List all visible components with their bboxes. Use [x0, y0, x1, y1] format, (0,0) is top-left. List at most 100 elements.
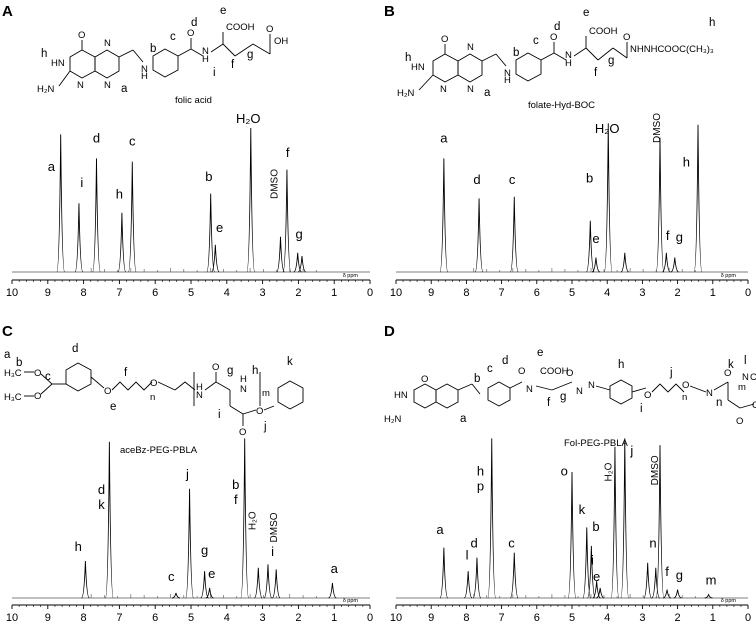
svg-text:d: d [502, 355, 508, 367]
spectrum-peak [74, 203, 84, 273]
peak-label: f [234, 492, 238, 507]
svg-text:N: N [526, 384, 533, 395]
x-tick-label: 10 [390, 287, 402, 299]
spectrum-peak [585, 220, 595, 273]
peak-label: b [592, 519, 599, 534]
svg-text:b: b [513, 47, 519, 59]
spectrum-peak [596, 587, 605, 599]
spectrum-peak [620, 252, 629, 273]
compound-name-d: Fol-PEG-PBLA [564, 438, 629, 449]
peak-label: h [683, 154, 690, 169]
svg-text:COOH: COOH [226, 22, 255, 33]
x-axis-unit: δ ppm [721, 598, 737, 604]
peak-label: h [477, 463, 484, 478]
spectrum-peak [670, 257, 679, 273]
svg-text:HN: HN [51, 58, 65, 69]
svg-text:c: c [487, 363, 493, 375]
svg-text:j: j [263, 421, 267, 433]
peak-label: c [129, 134, 136, 149]
spectrum-peak [206, 193, 216, 273]
spectrum-peak [474, 198, 484, 273]
svg-text:m: m [262, 388, 270, 399]
svg-text:O: O [736, 416, 743, 427]
svg-text:O: O [34, 368, 41, 379]
panel-letter-d: D [384, 323, 395, 340]
x-tick-label: 10 [6, 612, 18, 624]
solvent-label: DMSO [269, 512, 280, 542]
x-tick-label: 7 [499, 612, 505, 624]
svg-text:O: O [266, 24, 273, 35]
svg-text:g: g [247, 49, 253, 61]
spectrum-peak [246, 127, 256, 273]
x-tick-label: 3 [260, 612, 266, 624]
svg-text:c: c [533, 35, 539, 47]
x-tick-label: 6 [152, 612, 158, 624]
svg-text:i: i [218, 409, 221, 421]
peak-label: e [593, 569, 600, 584]
peak-label: a [331, 561, 339, 576]
peak-label: e [216, 220, 223, 235]
spectrum-peak [587, 545, 596, 599]
svg-text:O: O [78, 30, 85, 41]
svg-text:H₂N: H₂N [384, 414, 402, 425]
compound-name-b: folate-Hyd-BOC [528, 100, 595, 111]
x-tick-label: 9 [45, 612, 51, 624]
spectrum-peak [263, 564, 273, 599]
svg-text:h: h [41, 48, 47, 60]
svg-text:i: i [640, 403, 643, 415]
structure-folate-hyd-boc: O HN H₂N N N N N H O N H COOH O NHNHCOOC… [397, 7, 715, 99]
spectrum-peak [464, 571, 473, 599]
x-tick-label: 4 [604, 287, 610, 299]
spectrum-peak [127, 161, 137, 273]
x-tick-label: 2 [675, 287, 681, 299]
peak-label: a [440, 130, 448, 145]
peak-label: d [471, 536, 478, 551]
x-tick-label: 4 [224, 612, 230, 624]
spectrum-peak [117, 212, 127, 273]
x-tick-label: 5 [188, 287, 194, 299]
spectrum-peak [105, 441, 114, 599]
spectrum-peak [651, 567, 660, 599]
peak-label: k [98, 497, 105, 512]
compound-name-a: folic acid [175, 95, 212, 106]
peak-label: i [591, 552, 594, 567]
x-tick-label: 8 [81, 287, 87, 299]
svg-text:N: N [588, 380, 595, 391]
svg-text:a: a [121, 83, 128, 95]
svg-text:a: a [4, 349, 11, 361]
spectrum-peak [655, 445, 665, 599]
x-tick-label: 0 [367, 287, 373, 299]
spectrum-peak [439, 547, 449, 599]
svg-text:a: a [460, 413, 467, 425]
svg-text:H₂N: H₂N [37, 84, 55, 95]
structure-acebz-peg-pbla: a H₃C O b c O H₃C d O e f O n H N O g H … [4, 343, 304, 438]
peak-label: g [676, 230, 683, 245]
peak-label: i [80, 175, 83, 190]
spectrum-peak [200, 571, 209, 599]
x-tick-label: 8 [81, 612, 87, 624]
spectrum-peak [509, 196, 519, 273]
svg-text:OH: OH [274, 36, 288, 47]
panel-letter-b: B [384, 3, 395, 20]
svg-text:O: O [644, 390, 651, 401]
svg-text:HN: HN [394, 390, 408, 401]
solvent-label: H₂O [247, 511, 258, 530]
svg-text:O: O [239, 427, 246, 438]
svg-text:b: b [150, 43, 156, 55]
svg-text:N: N [467, 42, 474, 53]
svg-text:n: n [682, 392, 687, 403]
spectrum-peak [567, 471, 577, 599]
x-tick-label: 5 [569, 612, 575, 624]
spectrum-peak [655, 137, 665, 273]
svg-text:N: N [77, 80, 84, 91]
svg-text:d: d [191, 17, 197, 29]
svg-text:H: H [141, 71, 148, 82]
peak-label: d [93, 130, 100, 145]
peak-label: j [185, 467, 189, 482]
spectrum-peak [282, 169, 292, 273]
x-tick-label: 8 [463, 612, 469, 624]
svg-text:N: N [504, 68, 511, 79]
svg-text:O: O [34, 391, 41, 402]
